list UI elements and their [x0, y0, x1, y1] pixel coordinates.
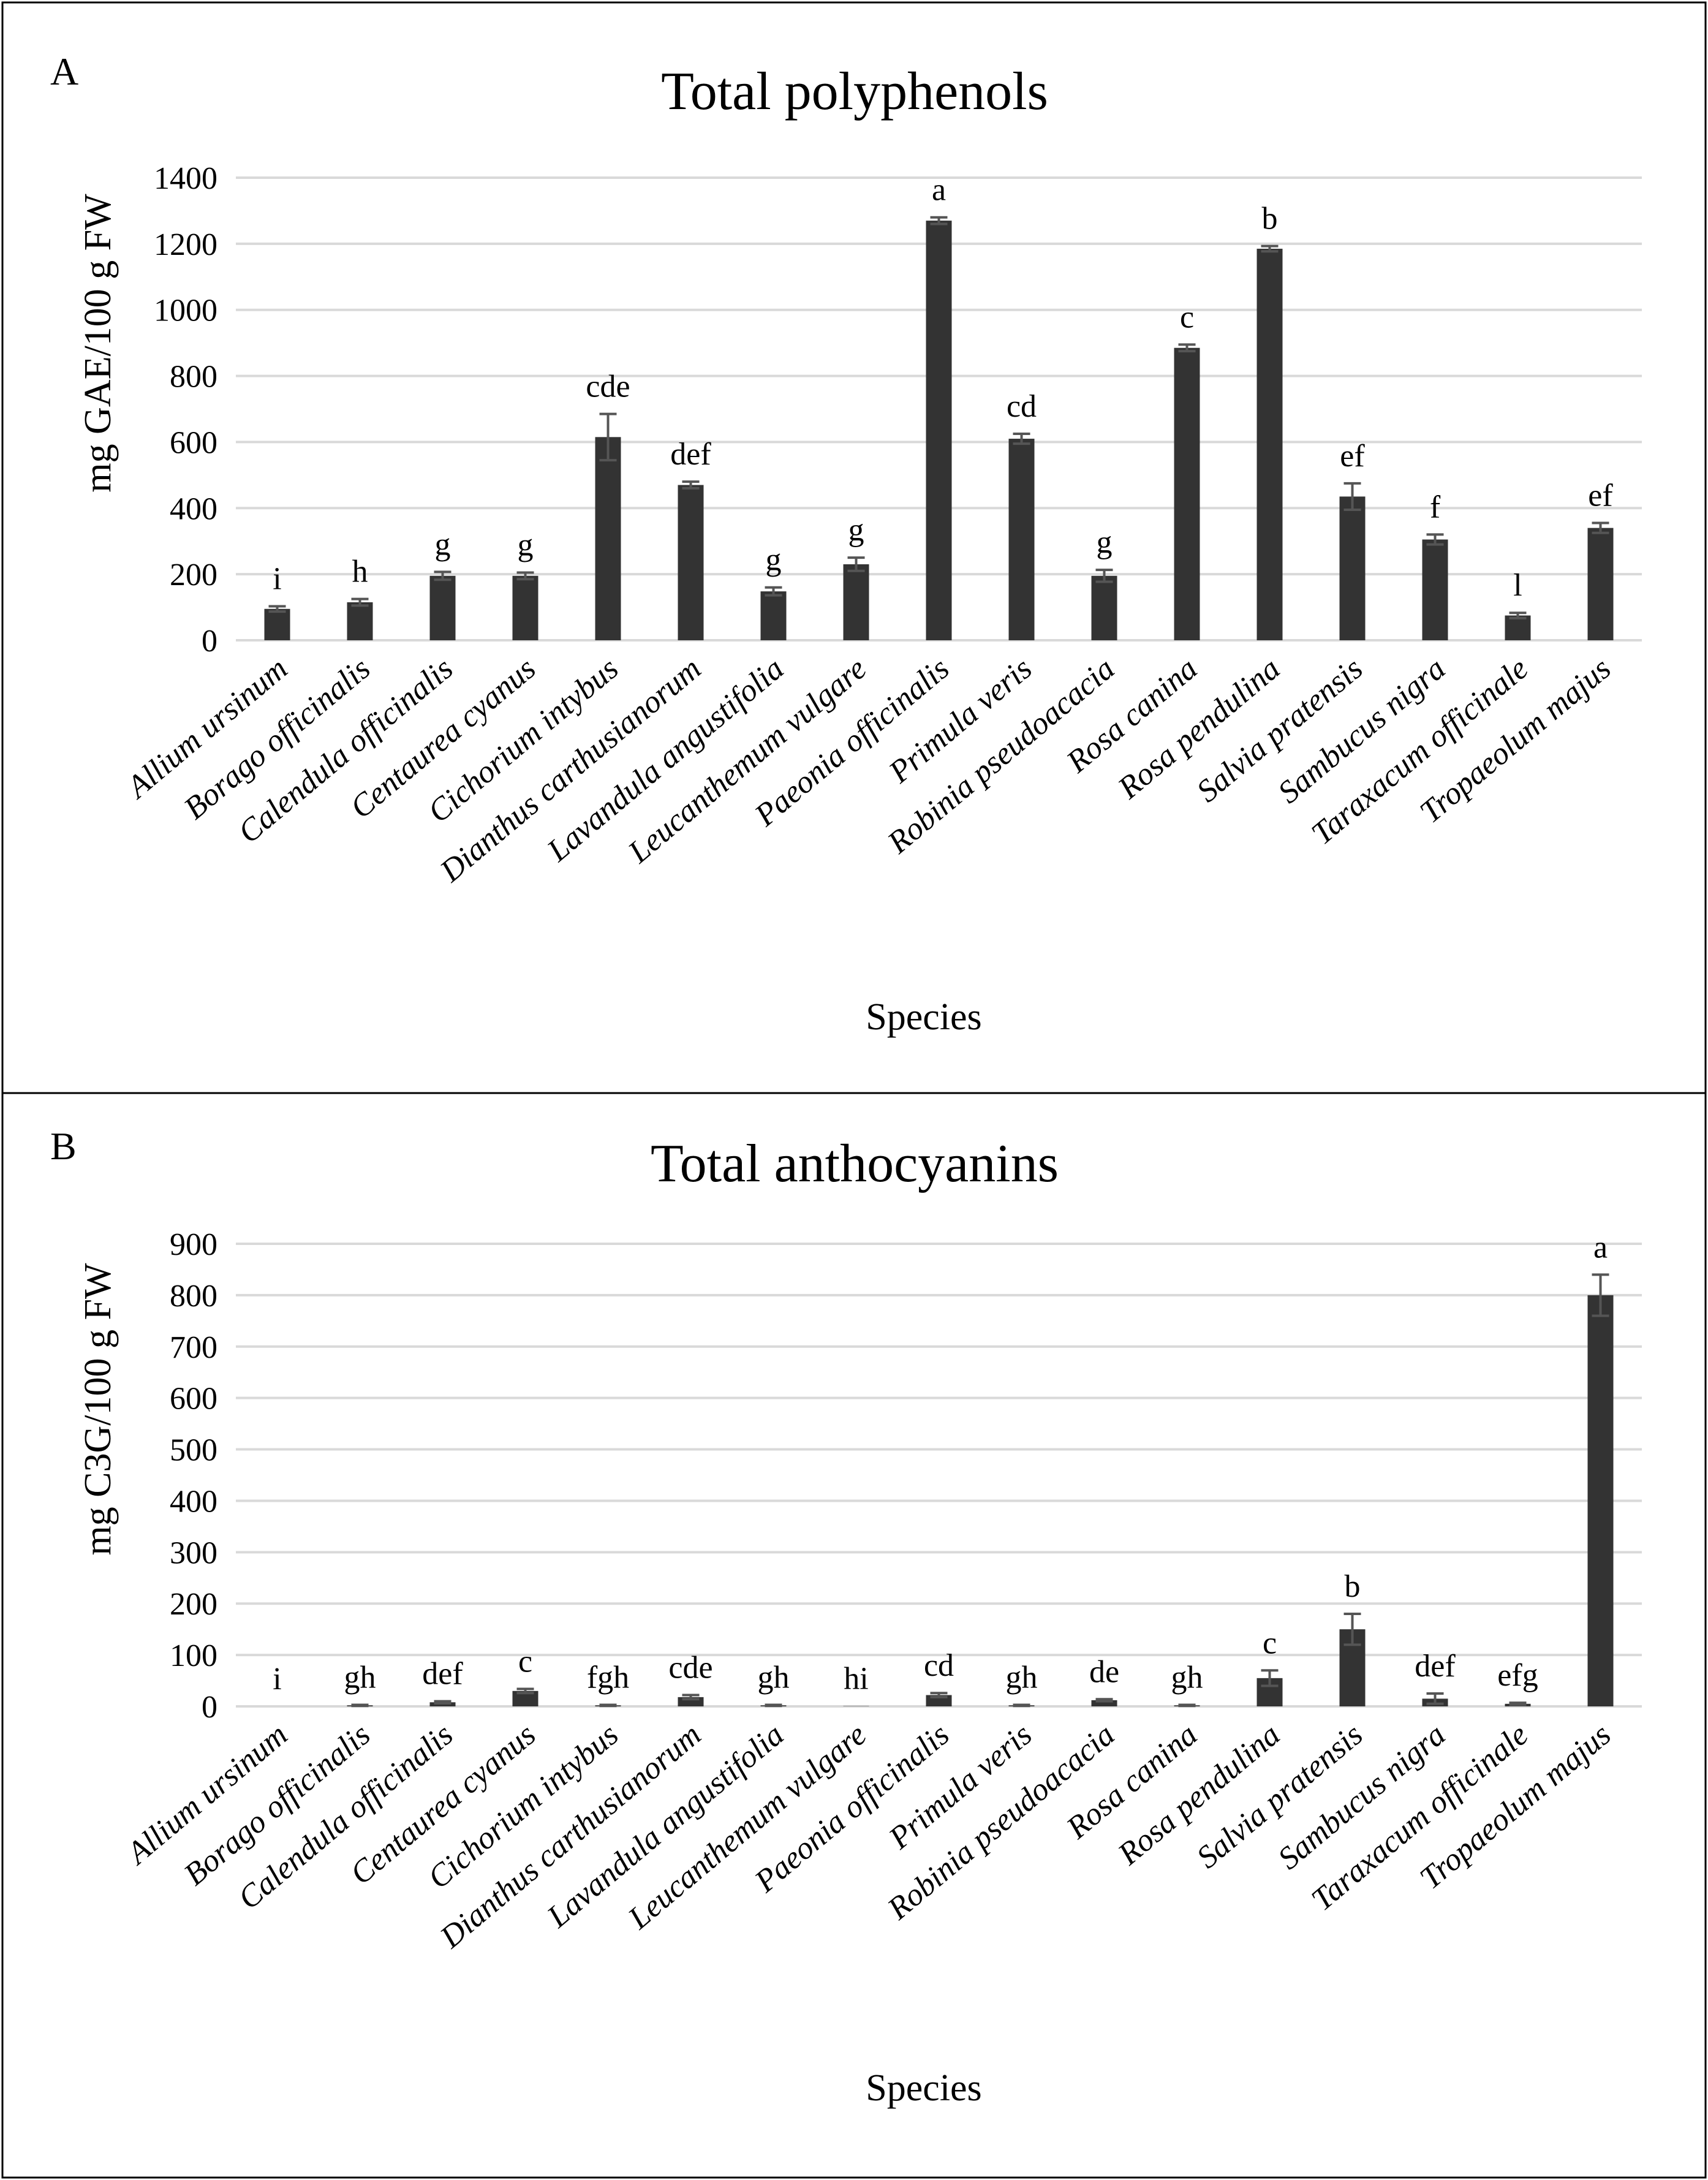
panel-b: B Total anthocyanins mg C3G/100 g FW Spe… — [1, 1092, 1707, 2179]
panel-a-significance-label: f — [1430, 490, 1441, 524]
panel-b-significance-label: gh — [344, 1660, 376, 1695]
panel-a-bar — [347, 602, 373, 640]
panel-a-y-axis-title: mg GAE/100 g FW — [77, 194, 119, 493]
panel-a-bar — [926, 221, 952, 640]
panel-a-bar — [1339, 496, 1366, 640]
panel-b-x-axis-title: Species — [866, 2067, 981, 2109]
panel-a-y-tick-label: 1400 — [154, 161, 217, 196]
panel-b-significance-label: gh — [758, 1660, 790, 1695]
panel-a-bar — [843, 564, 869, 640]
panel-a-significance-label: l — [1513, 568, 1522, 603]
panel-b-significance-label: hi — [844, 1662, 868, 1697]
panel-b-bar — [1091, 1700, 1117, 1706]
panel-a-bar — [1587, 528, 1614, 640]
panel-b-y-tick-label: 700 — [170, 1330, 217, 1365]
panel-a-significance-label: g — [848, 513, 864, 548]
panel-a-significance-label: def — [670, 437, 711, 472]
panel-a-bar — [1008, 439, 1035, 640]
panel-a-y-tick-label: 200 — [170, 558, 217, 592]
panel-b-y-tick-label: 100 — [170, 1638, 217, 1673]
panel-b-y-axis-title: mg C3G/100 g FW — [77, 1263, 119, 1556]
panel-a-y-tick-label: 600 — [170, 425, 217, 460]
panel-b-significance-label: cd — [924, 1648, 954, 1683]
panel-a-bar — [1256, 248, 1283, 641]
panel-a: A Total polyphenols mg GAE/100 g FW Spec… — [1, 1, 1707, 1094]
panel-a-bar — [264, 608, 290, 640]
panel-b-title: Total anthocyanins — [651, 1134, 1059, 1194]
panel-a-letter: A — [50, 50, 78, 93]
panel-a-bar — [760, 591, 787, 640]
panel-a-bar — [595, 437, 621, 640]
panel-a-significance-label: cde — [586, 369, 630, 404]
panel-b-significance-label: b — [1345, 1569, 1361, 1604]
panel-b-significance-label: a — [1593, 1230, 1608, 1265]
panel-b-y-tick-label: 800 — [170, 1279, 217, 1314]
panel-b-significance-label: c — [518, 1644, 532, 1679]
panel-b-y-tick-label: 900 — [170, 1227, 217, 1262]
panel-a-significance-label: g — [518, 528, 534, 562]
panel-a-significance-label: i — [273, 561, 281, 596]
panel-b-y-tick-label: 200 — [170, 1587, 217, 1622]
panel-a-significance-label: c — [1180, 300, 1194, 335]
panel-b-significance-label: i — [273, 1662, 281, 1697]
panel-a-y-tick-label: 400 — [170, 491, 217, 526]
panel-b-significance-label: def — [422, 1657, 463, 1692]
panel-a-bar — [1505, 615, 1531, 640]
panel-b-significance-label: cde — [668, 1651, 712, 1686]
panel-b-y-tick-label: 400 — [170, 1484, 217, 1519]
panel-a-bar — [429, 575, 456, 640]
panel-a-bar — [512, 575, 538, 640]
panel-b-significance-label: c — [1263, 1626, 1277, 1660]
panel-a-y-tick-label: 1200 — [154, 227, 217, 262]
panel-b-y-tick-label: 500 — [170, 1433, 217, 1468]
panel-a-significance-label: g — [766, 543, 782, 578]
panel-a-significance-label: ef — [1340, 439, 1365, 474]
panel-b-y-tick-label: 0 — [202, 1690, 217, 1725]
panel-a-bar — [1091, 575, 1117, 640]
panel-a-significance-label: a — [932, 173, 946, 208]
panel-b-significance-label: def — [1415, 1649, 1456, 1684]
panel-a-bar — [1174, 347, 1200, 640]
panel-b-y-tick-label: 300 — [170, 1535, 217, 1570]
panel-a-y-tick-label: 0 — [202, 624, 217, 659]
panel-a-significance-label: g — [435, 527, 451, 562]
panel-a-bar — [678, 485, 704, 640]
panel-b-significance-label: efg — [1497, 1658, 1538, 1693]
panel-a-significance-label: b — [1262, 202, 1278, 237]
panel-a-significance-label: h — [352, 554, 368, 589]
panel-b-significance-label: fgh — [587, 1660, 629, 1695]
panel-b-bar — [1587, 1295, 1614, 1706]
panel-b-border — [1, 1092, 1707, 2179]
panel-a-y-tick-label: 800 — [170, 360, 217, 395]
panel-b-significance-label: gh — [1171, 1660, 1203, 1695]
panel-a-title: Total polyphenols — [661, 62, 1048, 121]
panel-a-x-axis-title: Species — [866, 996, 981, 1038]
panel-a-y-tick-label: 1000 — [154, 293, 217, 328]
panel-a-significance-label: cd — [1007, 389, 1037, 424]
panel-b-y-tick-label: 600 — [170, 1382, 217, 1417]
panel-b-significance-label: de — [1089, 1654, 1119, 1689]
panel-b-significance-label: gh — [1006, 1660, 1038, 1695]
panel-a-significance-label: ef — [1588, 479, 1613, 513]
panel-a-bar — [1422, 539, 1448, 640]
panel-b-letter: B — [50, 1124, 77, 1168]
panel-a-significance-label: g — [1097, 525, 1113, 560]
